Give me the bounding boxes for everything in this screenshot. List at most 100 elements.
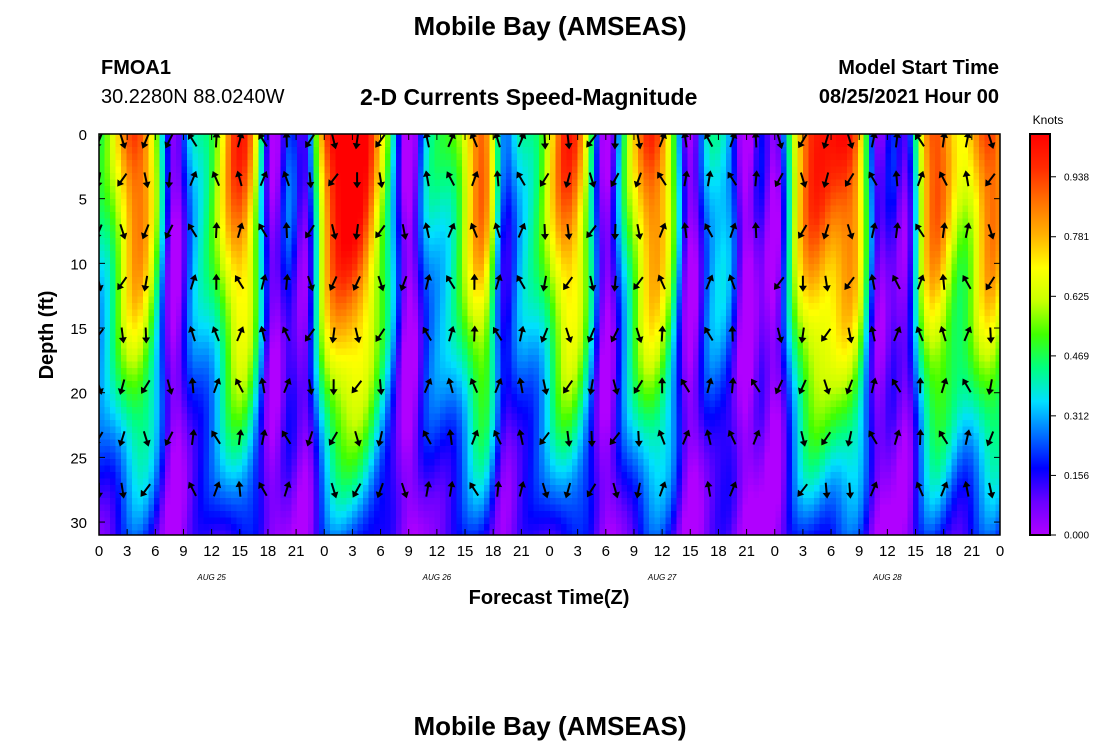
heatmap-cell	[297, 504, 304, 512]
heatmap-cell	[456, 192, 463, 200]
heatmap-cell	[280, 296, 287, 304]
heatmap-cell	[368, 517, 375, 525]
heatmap-cell	[374, 134, 381, 142]
heatmap-cell	[528, 485, 535, 493]
heatmap-cell	[209, 465, 216, 473]
heatmap-cell	[231, 218, 238, 226]
heatmap-cell	[352, 478, 359, 486]
heatmap-cell	[154, 374, 161, 382]
heatmap-cell	[489, 173, 496, 181]
heatmap-cell	[440, 316, 447, 324]
heatmap-cell	[445, 426, 452, 434]
heatmap-cell	[187, 160, 194, 168]
heatmap-cell	[231, 446, 238, 454]
heatmap-cell	[154, 303, 161, 311]
heatmap-cell	[324, 264, 331, 272]
heatmap-cell	[154, 251, 161, 259]
heatmap-cell	[302, 381, 309, 389]
heatmap-cell	[115, 348, 122, 356]
heatmap-cell	[132, 426, 139, 434]
heatmap-cell	[473, 400, 480, 408]
heatmap-cell	[478, 335, 485, 343]
heatmap-cell	[456, 348, 463, 356]
heatmap-cell	[214, 283, 221, 291]
heatmap-cell	[462, 459, 469, 467]
heatmap-cell	[286, 270, 293, 278]
heatmap-cell	[104, 355, 111, 363]
heatmap-cell	[313, 231, 320, 239]
heatmap-cell	[357, 244, 364, 252]
heatmap-cell	[324, 251, 331, 259]
heatmap-cell	[341, 199, 348, 207]
heatmap-cell	[275, 199, 282, 207]
heatmap-cell	[291, 452, 298, 460]
heatmap-cell	[489, 283, 496, 291]
heatmap-cell	[253, 296, 260, 304]
heatmap-cell	[275, 355, 282, 363]
heatmap-cell	[126, 498, 133, 506]
heatmap-cell	[346, 452, 353, 460]
heatmap-cell	[528, 452, 535, 460]
heatmap-cell	[407, 472, 414, 480]
heatmap-cell	[335, 147, 342, 155]
heatmap-cell	[528, 225, 535, 233]
heatmap-cell	[286, 400, 293, 408]
heatmap-cell	[269, 517, 276, 525]
heatmap-cell	[522, 524, 529, 532]
heatmap-cell	[511, 212, 518, 220]
heatmap-cell	[522, 166, 529, 174]
heatmap-cell	[478, 205, 485, 213]
heatmap-cell	[225, 231, 232, 239]
heatmap-cell	[533, 381, 540, 389]
heatmap-cell	[170, 160, 177, 168]
heatmap-cell	[390, 446, 397, 454]
heatmap-cell	[258, 303, 265, 311]
heatmap-cell	[181, 498, 188, 506]
heatmap-cell	[126, 459, 133, 467]
heatmap-cell	[192, 465, 199, 473]
heatmap-cell	[478, 394, 485, 402]
heatmap-cell	[357, 355, 364, 363]
heatmap-cell	[363, 524, 370, 532]
heatmap-cell	[258, 420, 265, 428]
heatmap-cell	[374, 413, 381, 421]
heatmap-cell	[456, 472, 463, 480]
heatmap-cell	[242, 511, 249, 519]
heatmap-cell	[253, 238, 260, 246]
heatmap-cell	[346, 296, 353, 304]
heatmap-cell	[346, 400, 353, 408]
heatmap-cell	[121, 264, 128, 272]
heatmap-cell	[341, 446, 348, 454]
heatmap-cell	[231, 173, 238, 181]
heatmap-cell	[352, 439, 359, 447]
heatmap-cell	[148, 459, 155, 467]
heatmap-cell	[528, 316, 535, 324]
heatmap-cell	[473, 264, 480, 272]
heatmap-cell	[500, 361, 507, 369]
heatmap-cell	[132, 283, 139, 291]
heatmap-cell	[489, 426, 496, 434]
heatmap-cell	[506, 283, 513, 291]
heatmap-cell	[385, 322, 392, 330]
heatmap-cell	[407, 186, 414, 194]
heatmap-cell	[440, 400, 447, 408]
heatmap-cell	[396, 251, 403, 259]
heatmap-cell	[467, 452, 474, 460]
heatmap-cell	[429, 134, 436, 142]
heatmap-cell	[506, 277, 513, 285]
heatmap-cell	[368, 322, 375, 330]
heatmap-cell	[148, 283, 155, 291]
heatmap-cell	[374, 517, 381, 525]
heatmap-cell	[506, 179, 513, 187]
heatmap-cell	[132, 277, 139, 285]
heatmap-cell	[511, 303, 518, 311]
model-start-time: 08/25/2021 Hour 00	[818, 86, 999, 108]
heatmap-cell	[335, 283, 342, 291]
heatmap-cell	[330, 192, 337, 200]
heatmap-cell	[379, 485, 386, 493]
heatmap-cell	[440, 485, 447, 493]
heatmap-cell	[286, 498, 293, 506]
heatmap-cell	[126, 485, 133, 493]
heatmap-cell	[341, 251, 348, 259]
heatmap-cell	[407, 433, 414, 441]
